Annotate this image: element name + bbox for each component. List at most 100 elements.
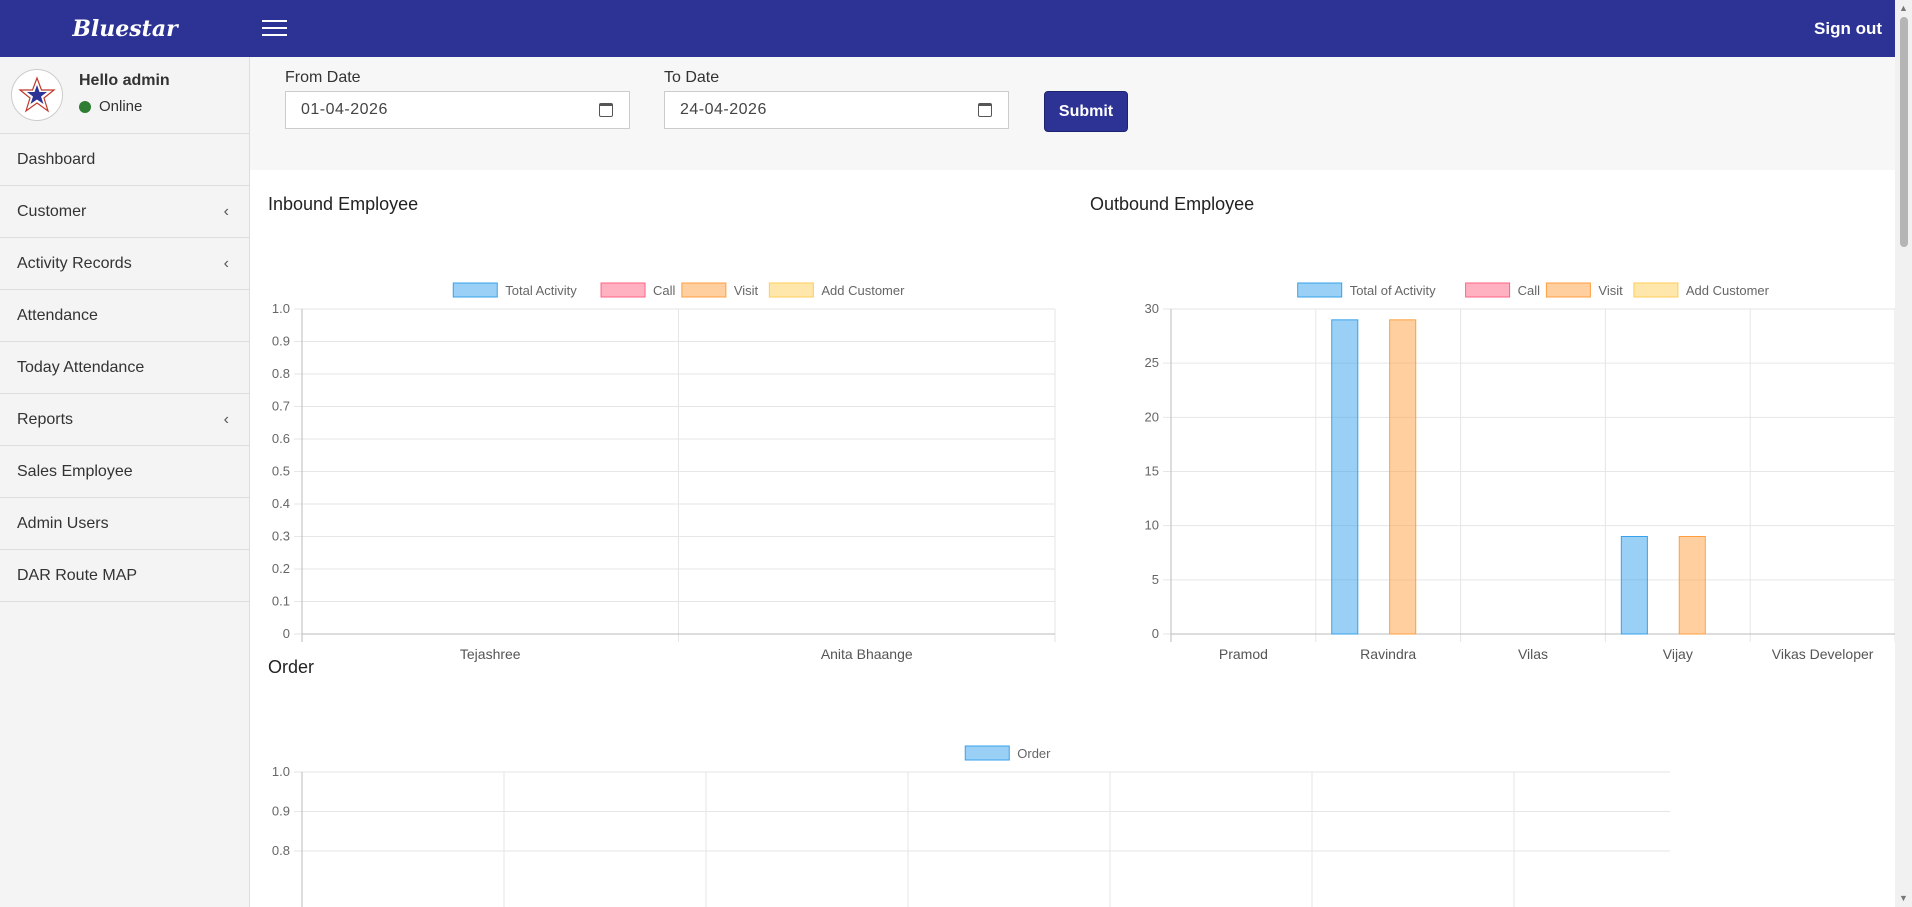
- to-date-label: To Date: [664, 69, 720, 86]
- menu-toggle-icon[interactable]: [262, 18, 288, 38]
- top-navbar: Bluestar Sign out: [0, 0, 1912, 57]
- legend-label-1: Call: [653, 283, 676, 298]
- sidebar-item-attendance[interactable]: Attendance: [0, 290, 249, 342]
- y-tick-label-9: 0.9: [272, 334, 290, 349]
- legend-label-3: Add Customer: [1686, 283, 1770, 298]
- sidebar-item-customer[interactable]: Customer ‹: [0, 186, 249, 238]
- legend-label-0: Total of Activity: [1350, 283, 1436, 298]
- legend-swatch-3: [1633, 282, 1679, 298]
- avatar: [11, 69, 63, 121]
- sidebar-item-label: Customer: [17, 202, 87, 220]
- y-tick-label-3: 15: [1145, 464, 1159, 479]
- outbound-employee-chart: Total of Activity Call Visit Add Customer 0 5…: [1145, 282, 1895, 662]
- legend-label-0: Order: [1017, 746, 1051, 761]
- user-status: Online: [79, 98, 142, 115]
- y-tick-label-5: 0.5: [272, 464, 290, 479]
- legend-swatch-2: [681, 282, 727, 298]
- calendar-icon[interactable]: [978, 103, 992, 117]
- legend-label-1: Call: [1518, 283, 1541, 298]
- legend-label-3: Add Customer: [821, 283, 905, 298]
- sidebar-item-reports[interactable]: Reports ‹: [0, 394, 249, 446]
- y-tick-label-0: 0.8: [272, 843, 290, 858]
- submit-button[interactable]: Submit: [1044, 91, 1128, 132]
- y-tick-label-6: 0.6: [272, 431, 290, 446]
- x-tick-label-2: Vilas: [1518, 646, 1548, 662]
- y-tick-label-1: 0.9: [272, 804, 290, 819]
- from-date-input[interactable]: 01-04-2026: [285, 91, 630, 129]
- y-tick-label-3: 0.3: [272, 529, 290, 544]
- chevron-left-icon: ‹: [223, 202, 229, 220]
- brand-logo[interactable]: Bluestar: [72, 15, 178, 42]
- scroll-up-icon[interactable]: ▲: [1899, 3, 1908, 13]
- order-chart: Order 0.8 0.9 1.0: [272, 745, 1670, 907]
- legend-swatch-0: [964, 745, 1010, 761]
- order-chart-title: Order: [268, 657, 315, 677]
- online-status-icon: [79, 100, 91, 113]
- sidebar-item-sales-employee[interactable]: Sales Employee: [0, 446, 249, 498]
- y-tick-label-10: 1.0: [272, 301, 290, 316]
- y-tick-label-6: 30: [1145, 301, 1159, 316]
- legend-label-0: Total Activity: [505, 283, 577, 298]
- y-tick-label-1: 5: [1152, 572, 1159, 587]
- y-tick-label-4: 20: [1145, 409, 1159, 424]
- scroll-thumb[interactable]: [1900, 17, 1908, 247]
- scroll-down-icon[interactable]: ▼: [1899, 893, 1908, 903]
- y-tick-label-2: 0.2: [272, 561, 290, 576]
- legend-swatch-0: [452, 282, 498, 298]
- outbound-chart-title: Outbound Employee: [1090, 194, 1255, 214]
- y-tick-label-4: 0.4: [272, 496, 290, 511]
- bar-2-1: [1389, 319, 1417, 635]
- sidebar-item-dar-route-map[interactable]: DAR Route MAP: [0, 550, 249, 602]
- x-tick-label-4: Vikas Developer: [1772, 646, 1874, 662]
- bar-0-3: [1620, 536, 1648, 635]
- sidebar-item-dashboard[interactable]: Dashboard: [0, 134, 249, 186]
- bar-0-1: [1331, 319, 1359, 635]
- to-date-value: 24-04-2026: [680, 101, 767, 118]
- sidebar-item-label: Today Attendance: [17, 358, 145, 376]
- y-tick-label-2: 1.0: [272, 764, 290, 779]
- legend-swatch-2: [1545, 282, 1591, 298]
- legend-label-2: Visit: [734, 283, 759, 298]
- y-tick-label-0: 0: [283, 626, 290, 641]
- y-tick-label-5: 25: [1145, 355, 1159, 370]
- chevron-left-icon: ‹: [223, 410, 229, 428]
- legend-swatch-1: [1465, 282, 1511, 298]
- sidebar-item-label: DAR Route MAP: [17, 566, 138, 584]
- sidebar-menu: Dashboard Customer ‹ Activity Records ‹ At…: [0, 134, 249, 602]
- sidebar-item-label: Activity Records: [17, 254, 132, 272]
- sidebar-item-label: Attendance: [17, 306, 98, 324]
- inbound-employee-chart: Total Activity Call Visit Add Customer 0 0.1 0…: [272, 282, 1056, 662]
- calendar-icon[interactable]: [599, 103, 613, 117]
- sign-out-link[interactable]: Sign out: [1814, 19, 1882, 38]
- sidebar-item-activity-records[interactable]: Activity Records ‹: [0, 238, 249, 290]
- sidebar-item-label: Admin Users: [17, 514, 109, 532]
- x-tick-label-1: Ravindra: [1360, 646, 1416, 662]
- page-scrollbar[interactable]: ▲ ▼: [1895, 0, 1912, 907]
- user-greeting: Hello admin: [79, 72, 170, 89]
- sidebar-item-label: Reports: [17, 410, 74, 428]
- inbound-chart-title: Inbound Employee: [268, 194, 419, 214]
- legend-label-2: Visit: [1598, 283, 1623, 298]
- sidebar-item-admin-users[interactable]: Admin Users: [0, 498, 249, 550]
- from-date-value: 01-04-2026: [301, 101, 388, 118]
- y-tick-label-8: 0.8: [272, 366, 290, 381]
- y-tick-label-7: 0.7: [272, 399, 290, 414]
- user-panel: Hello admin Online: [0, 57, 249, 134]
- date-filter-bar: From Date 01-04-2026 To Date 24-04-2026 …: [250, 57, 1895, 170]
- sidebar-item-today-attendance[interactable]: Today Attendance: [0, 342, 249, 394]
- sidebar: Hello admin Online Dashboard Customer ‹ A…: [0, 57, 250, 907]
- legend-swatch-0: [1297, 282, 1343, 298]
- legend-swatch-1: [600, 282, 646, 298]
- sidebar-item-label: Sales Employee: [17, 462, 133, 480]
- y-tick-label-0: 0: [1152, 626, 1159, 641]
- y-tick-label-2: 10: [1145, 518, 1159, 533]
- star-logo-icon: [18, 76, 56, 113]
- x-tick-label-1: Anita Bhaange: [821, 646, 913, 662]
- status-label: Online: [99, 98, 143, 115]
- bar-2-3: [1678, 536, 1706, 635]
- x-tick-label-0: Pramod: [1219, 646, 1268, 662]
- x-tick-label-3: Vijay: [1663, 646, 1693, 662]
- to-date-input[interactable]: 24-04-2026: [664, 91, 1009, 129]
- chevron-left-icon: ‹: [223, 254, 229, 272]
- legend-swatch-3: [768, 282, 814, 298]
